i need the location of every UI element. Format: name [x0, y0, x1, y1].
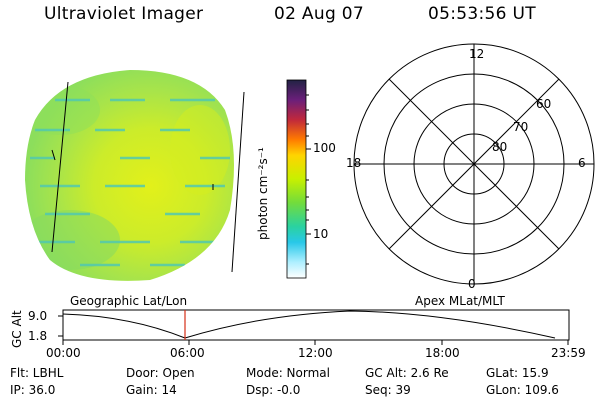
gc-alt-info: GC Alt: 2.6 Re	[365, 366, 449, 380]
x-tick-0600: 06:00	[170, 346, 205, 360]
seq-info: Seq: 39	[365, 383, 411, 397]
colorbar-label: photon cm⁻²s⁻¹	[256, 147, 270, 240]
polar-plot	[353, 43, 595, 285]
date-label: 02 Aug 07	[274, 4, 364, 24]
mlt-label-0: 0	[468, 277, 476, 291]
colorbar-tick-10: 10	[313, 227, 329, 241]
mode-info: Mode: Normal	[246, 366, 330, 380]
header: Ultraviolet Imager 02 Aug 07 05:53:56 UT	[0, 4, 600, 30]
ip-info: IP: 36.0	[10, 383, 56, 397]
mlat-label-70: 70	[513, 120, 529, 134]
glat-info: GLat: 15.9	[486, 366, 549, 380]
colorbar	[286, 79, 311, 279]
glon-info: GLon: 109.6	[486, 383, 559, 397]
mlat-label-80: 80	[492, 140, 508, 154]
filter-info: Flt: LBHL	[10, 366, 64, 380]
apex-title: Apex MLat/MLT	[415, 294, 505, 308]
door-info: Door: Open	[126, 366, 195, 380]
geographic-title: Geographic Lat/Lon	[70, 294, 188, 308]
uv-image	[25, 70, 245, 281]
y-tick-9: 9.0	[28, 309, 48, 323]
x-tick-1800: 18:00	[425, 346, 460, 360]
mlt-label-6: 6	[578, 156, 586, 170]
time-label: 05:53:56 UT	[428, 4, 536, 24]
gc-alt-axis-label: GC Alt	[10, 310, 24, 348]
instrument-title: Ultraviolet Imager	[44, 4, 204, 24]
x-tick-1200: 12:00	[298, 346, 333, 360]
gain-info: Gain: 14	[126, 383, 177, 397]
mlat-label-60: 60	[536, 97, 552, 111]
x-tick-0000: 00:00	[46, 346, 81, 360]
altitude-timeline	[58, 309, 570, 345]
colorbar-tick-100: 100	[313, 141, 336, 155]
y-tick-1-8: 1.8	[28, 329, 48, 343]
x-tick-2359: 23:59	[551, 346, 586, 360]
dsp-info: Dsp: -0.0	[246, 383, 301, 397]
mlt-label-12: 12	[469, 47, 485, 61]
mlt-label-18: 18	[346, 156, 362, 170]
